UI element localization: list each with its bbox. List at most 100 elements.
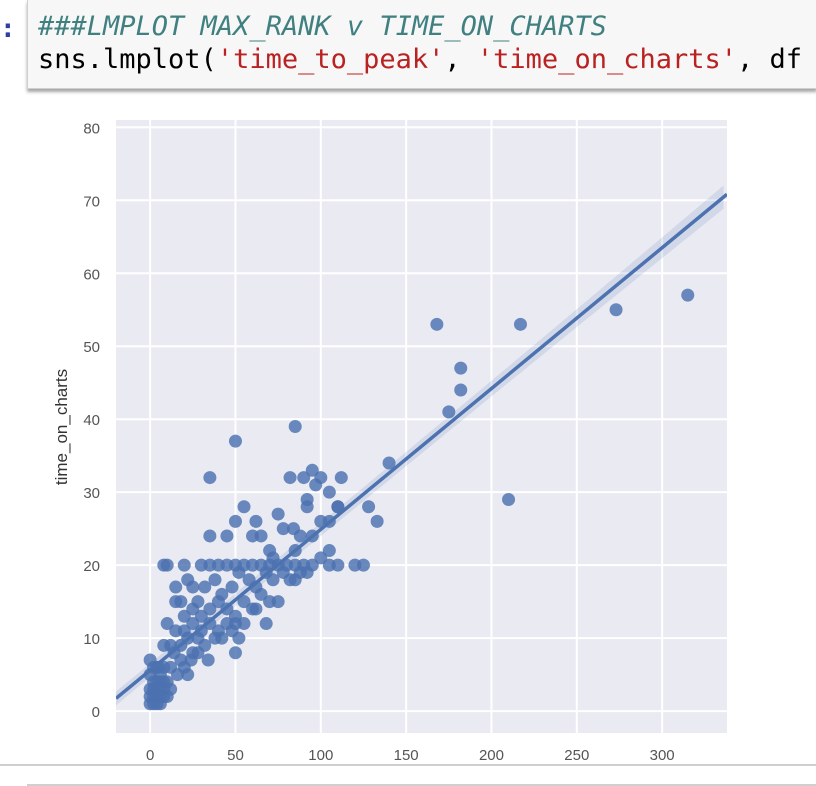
- scatter-point: [288, 573, 302, 587]
- scatter-point: [215, 631, 229, 645]
- x-tick-label: 250: [564, 747, 589, 764]
- scatter-point: [322, 485, 336, 499]
- scatter-point: [194, 609, 208, 623]
- code-editor[interactable]: ###LMPLOT MAX_RANK v TIME_ON_CHARTS sns.…: [27, 0, 816, 89]
- code-arg-y: 'time_on_charts': [476, 44, 737, 75]
- scatter-point: [177, 558, 191, 572]
- next-cell-edge: [27, 784, 816, 786]
- scatter-point: [186, 617, 200, 631]
- scatter-point: [502, 492, 516, 506]
- scatter-point: [237, 617, 251, 631]
- scatter-point: [331, 500, 345, 514]
- scatter-point: [228, 434, 242, 448]
- x-tick-label: 0: [146, 747, 154, 764]
- scatter-point: [177, 660, 191, 674]
- code-call: sns.lmplot(: [38, 44, 217, 75]
- y-axis-label: time_on_charts: [52, 369, 71, 485]
- scatter-point: [211, 595, 225, 609]
- scatter-point: [300, 500, 314, 514]
- scatter-point: [208, 573, 222, 587]
- scatter-point: [309, 478, 323, 492]
- scatter-point: [237, 595, 251, 609]
- scatter-point: [442, 405, 456, 419]
- scatter-point: [232, 631, 246, 645]
- scatter-point: [164, 682, 178, 696]
- scatter-point: [201, 653, 215, 667]
- scatter-point: [293, 529, 307, 543]
- scatter-point: [186, 602, 200, 616]
- regression-line-group: [116, 192, 727, 700]
- lmplot-chart: 0 10 20 30 40 50 60 70 80 0 50 100 150 200 250 300 tim…: [52, 120, 727, 764]
- scatter-point: [370, 514, 384, 528]
- scatter-point: [249, 602, 263, 616]
- y-tick-label: 50: [83, 339, 100, 356]
- code-statement: sns.lmplot('time_to_peak', 'time_on_char…: [38, 44, 802, 75]
- scatter-point: [203, 602, 217, 616]
- scatter-point: [169, 595, 183, 609]
- code-separator: ,: [444, 44, 477, 75]
- scatter-point: [259, 617, 273, 631]
- y-tick-label: 60: [83, 266, 100, 283]
- output-area: 0 10 20 30 40 50 60 70 80 0 50 100 150 200 250 300 tim…: [0, 96, 816, 772]
- y-tick-label: 80: [83, 120, 100, 137]
- y-tick-labels: 0 10 20 30 40 50 60 70 80: [83, 120, 100, 721]
- scatter-point: [186, 580, 200, 594]
- scatter-point: [334, 471, 348, 485]
- code-comment: ###LMPLOT MAX_RANK v TIME_ON_CHARTS: [38, 11, 607, 42]
- scatter-point: [276, 522, 290, 536]
- scatter-point: [186, 646, 200, 660]
- scatter-point: [681, 288, 695, 302]
- scatter-point: [362, 500, 376, 514]
- scatter-point: [322, 544, 336, 558]
- scatter-point: [271, 507, 285, 521]
- scatter-point: [203, 529, 217, 543]
- y-tick-label: 10: [83, 631, 100, 648]
- scatter-point: [271, 595, 285, 609]
- y-tick-label: 20: [83, 558, 100, 575]
- y-tick-label: 0: [92, 704, 100, 721]
- x-tick-label: 300: [650, 747, 675, 764]
- scatter-point: [203, 471, 217, 485]
- y-tick-label: 30: [83, 485, 100, 502]
- scatter-point: [228, 514, 242, 528]
- x-tick-label: 200: [479, 747, 504, 764]
- scatter-point: [382, 456, 396, 470]
- scatter-point: [249, 514, 263, 528]
- scatter-point: [177, 609, 191, 623]
- code-rest: , df: [737, 44, 803, 75]
- scatter-point: [283, 471, 297, 485]
- scatter-point: [297, 471, 311, 485]
- scatter-point: [314, 551, 328, 565]
- scatter-point: [254, 529, 268, 543]
- scatter-point: [228, 646, 242, 660]
- scatter-point: [254, 587, 268, 601]
- y-tick-label: 40: [83, 412, 100, 429]
- scatter-point: [237, 500, 251, 514]
- regression-line: [116, 192, 727, 700]
- scatter-point: [300, 565, 314, 579]
- x-tick-labels: 0 50 100 150 200 250 300: [146, 747, 675, 764]
- scatter-point: [454, 361, 468, 375]
- scatter-point: [232, 565, 246, 579]
- scatter-point: [169, 580, 183, 594]
- scatter-point: [454, 383, 468, 397]
- scatter-point: [513, 317, 527, 331]
- y-tick-label: 70: [83, 193, 100, 210]
- output-divider: [0, 764, 816, 766]
- x-tick-label: 50: [227, 747, 244, 764]
- scatter-point: [198, 580, 212, 594]
- scatter-point: [266, 573, 280, 587]
- scatter-point: [288, 420, 302, 433]
- cell-prompt: :: [0, 14, 16, 44]
- scatter-point: [348, 558, 362, 572]
- scatter-point: [305, 463, 319, 477]
- x-tick-label: 150: [394, 747, 419, 764]
- scatter-point: [225, 580, 239, 594]
- scatter-point: [157, 558, 171, 572]
- scatter-point: [160, 617, 174, 631]
- scatter-point: [322, 558, 336, 572]
- scatter-point: [220, 529, 234, 543]
- scatter-point: [430, 317, 444, 331]
- scatter-point: [157, 638, 171, 652]
- code-cell[interactable]: : ###LMPLOT MAX_RANK v TIME_ON_CHARTS sn…: [0, 0, 816, 92]
